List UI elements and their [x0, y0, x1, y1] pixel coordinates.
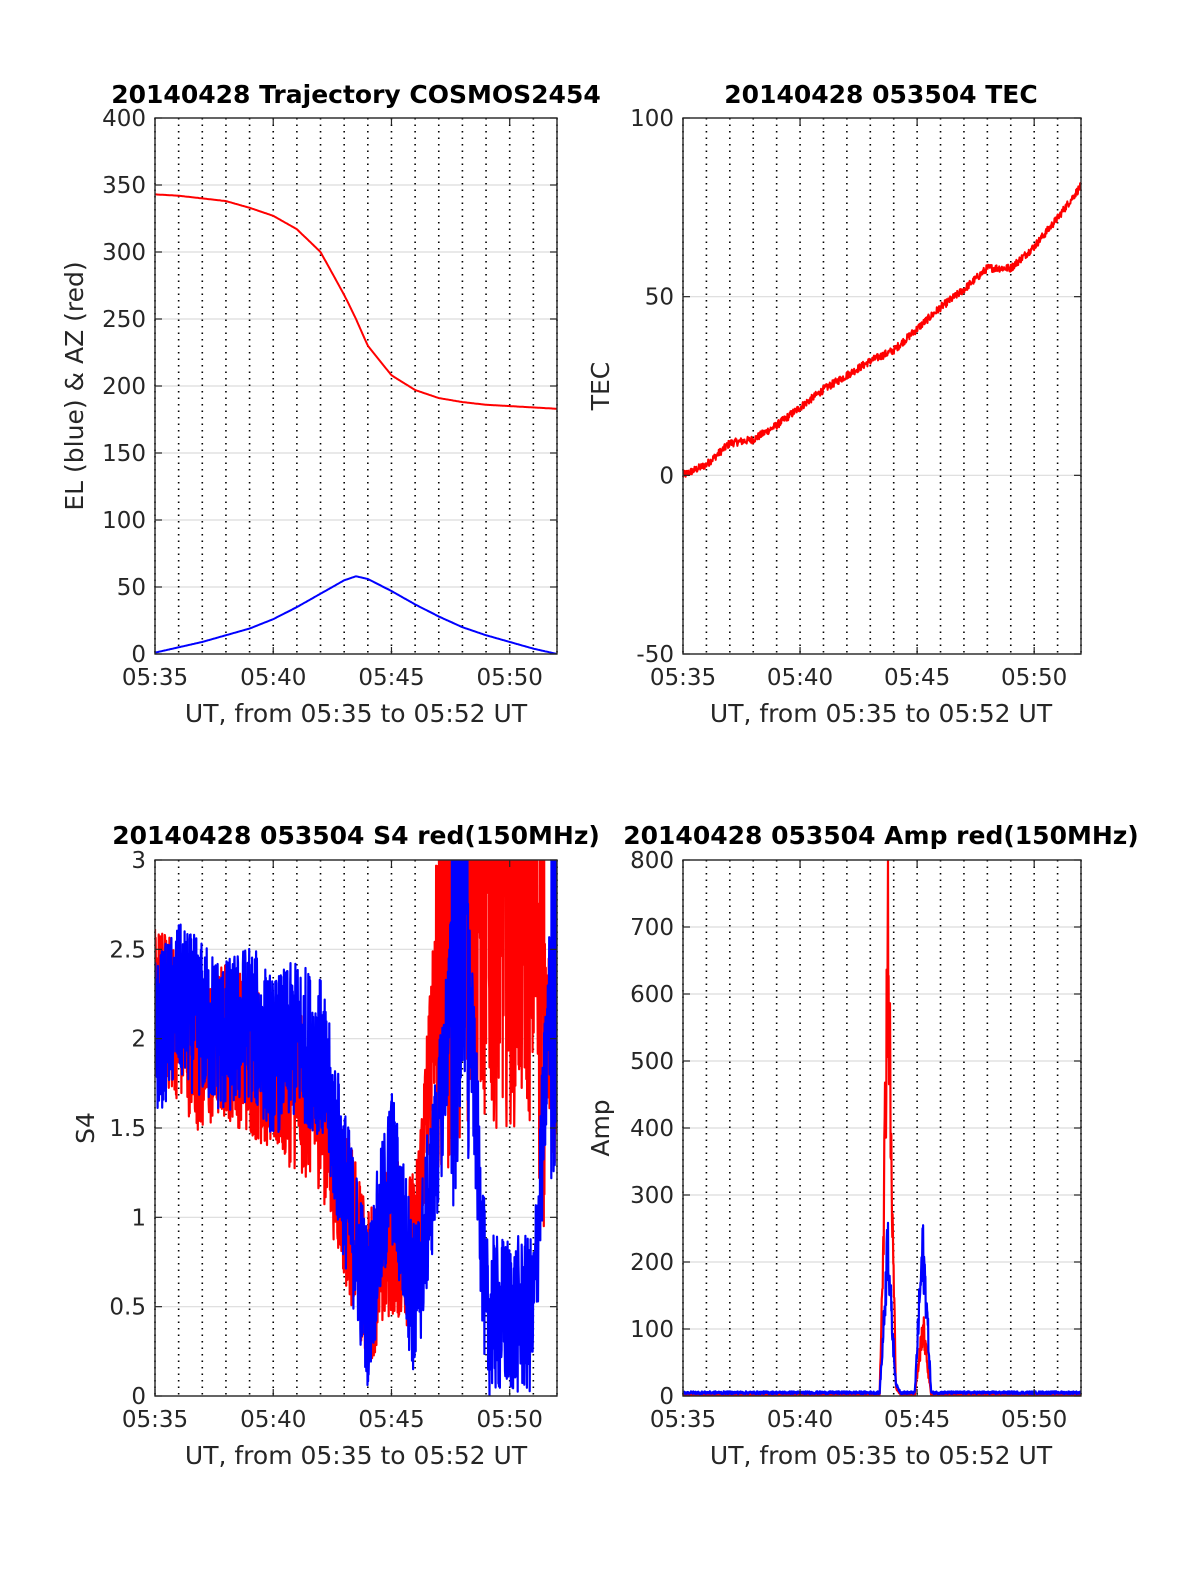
y-tick-label: 0.5 — [109, 1295, 146, 1321]
chart-title: 20140428 053504 S4 red(150MHz) — [112, 821, 600, 850]
series-line-blue — [683, 1221, 1081, 1396]
x-tick-label: 05:35 — [122, 665, 188, 691]
panel-trajectory: 20140428 Trajectory COSMOS2454 0 50 100 150… — [60, 80, 601, 728]
y-tick-label: 700 — [630, 915, 674, 941]
y-tick-label: 100 — [630, 106, 674, 132]
y-axis-label: S4 — [71, 1112, 100, 1144]
panel-tec: 20140428 053504 TEC -50 0 50 100 05:35 05:40 0… — [586, 80, 1082, 728]
y-tick-label: 0 — [659, 1384, 674, 1410]
y-tick-label: 50 — [645, 285, 674, 311]
y-tick-label: 0 — [131, 642, 146, 668]
x-axis-label: UT, from 05:35 to 05:52 UT — [185, 699, 528, 728]
x-axis-label: UT, from 05:35 to 05:52 UT — [185, 1441, 528, 1470]
plot-area: 0 50 100 150 200 250 300 350 400 05:35 05:40 05:45 0… — [102, 106, 558, 691]
y-axis-label: EL (blue) & AZ (red) — [60, 261, 89, 510]
y-tick-label: 0 — [659, 463, 674, 489]
chart-title: 20140428 053504 Amp red(150MHz) — [623, 821, 1139, 850]
x-tick-label: 05:40 — [767, 1407, 833, 1433]
plot-area: 0 0.5 1 1.5 2 2.5 3 05:35 05:40 05:45 05:50 — [109, 848, 558, 1433]
y-tick-label: -50 — [636, 642, 674, 668]
y-tick-label: 300 — [630, 1183, 674, 1209]
x-tick-label: 05:35 — [122, 1407, 188, 1433]
x-tick-label: 05:50 — [477, 665, 543, 691]
axes-box — [682, 117, 1082, 655]
y-tick-label: 1.5 — [109, 1116, 146, 1142]
y-axis-label: Amp — [586, 1099, 615, 1156]
y-tick-label: 500 — [630, 1049, 674, 1075]
y-tick-label: 200 — [102, 374, 146, 400]
series-layer — [155, 860, 557, 1396]
x-tick-label: 05:40 — [767, 665, 833, 691]
chart-title: 20140428 Trajectory COSMOS2454 — [111, 80, 601, 109]
y-tick-label: 350 — [102, 173, 146, 199]
series-line-blue — [155, 575, 557, 654]
panel-amp: 20140428 053504 Amp red(150MHz) 0 100 200 3… — [586, 821, 1139, 1470]
series-layer — [683, 182, 1081, 478]
x-tick-label: 05:50 — [477, 1407, 543, 1433]
y-tick-label: 800 — [630, 848, 674, 874]
x-tick-label: 05:50 — [1001, 1407, 1067, 1433]
panel-s4: 20140428 053504 S4 red(150MHz) 0 0.5 1 1.5 2… — [71, 821, 600, 1470]
series-line-red — [155, 193, 557, 410]
y-tick-label: 100 — [102, 508, 146, 534]
x-tick-label: 05:50 — [1001, 665, 1067, 691]
y-tick-label: 250 — [102, 307, 146, 333]
x-tick-label: 05:35 — [650, 1407, 716, 1433]
x-tick-label: 05:45 — [884, 665, 950, 691]
x-tick-label: 05:45 — [358, 1407, 424, 1433]
series-line-red — [683, 860, 1081, 1396]
x-tick-label: 05:35 — [650, 665, 716, 691]
series-line-red — [683, 182, 1081, 478]
series-layer — [155, 193, 557, 654]
x-axis-label: UT, from 05:35 to 05:52 UT — [710, 699, 1053, 728]
series-line-blue — [155, 860, 557, 1396]
y-tick-label: 400 — [630, 1116, 674, 1142]
y-tick-label: 3 — [131, 848, 146, 874]
y-tick-label: 2.5 — [109, 937, 146, 963]
chart-title: 20140428 053504 TEC — [724, 80, 1037, 109]
y-tick-label: 150 — [102, 441, 146, 467]
x-axis-label: UT, from 05:35 to 05:52 UT — [710, 1441, 1053, 1470]
x-tick-label: 05:40 — [240, 665, 306, 691]
y-tick-label: 200 — [630, 1250, 674, 1276]
x-tick-label: 05:45 — [358, 665, 424, 691]
y-tick-label: 400 — [102, 106, 146, 132]
y-axis-label: TEC — [586, 362, 615, 412]
y-tick-label: 600 — [630, 982, 674, 1008]
series-layer — [683, 860, 1081, 1396]
y-tick-label: 50 — [117, 575, 146, 601]
y-tick-label: 300 — [102, 240, 146, 266]
y-tick-label: 0 — [131, 1384, 146, 1410]
y-tick-label: 1 — [131, 1205, 146, 1231]
y-tick-label: 2 — [131, 1027, 146, 1053]
x-tick-label: 05:40 — [240, 1407, 306, 1433]
x-tick-label: 05:45 — [884, 1407, 950, 1433]
plot-area: -50 0 50 100 05:35 05:40 05:45 05:50 — [630, 106, 1082, 691]
plot-area: 0 100 200 300 400 500 600 700 800 05:35 05:40 05:45… — [630, 848, 1082, 1433]
y-tick-label: 100 — [630, 1317, 674, 1343]
